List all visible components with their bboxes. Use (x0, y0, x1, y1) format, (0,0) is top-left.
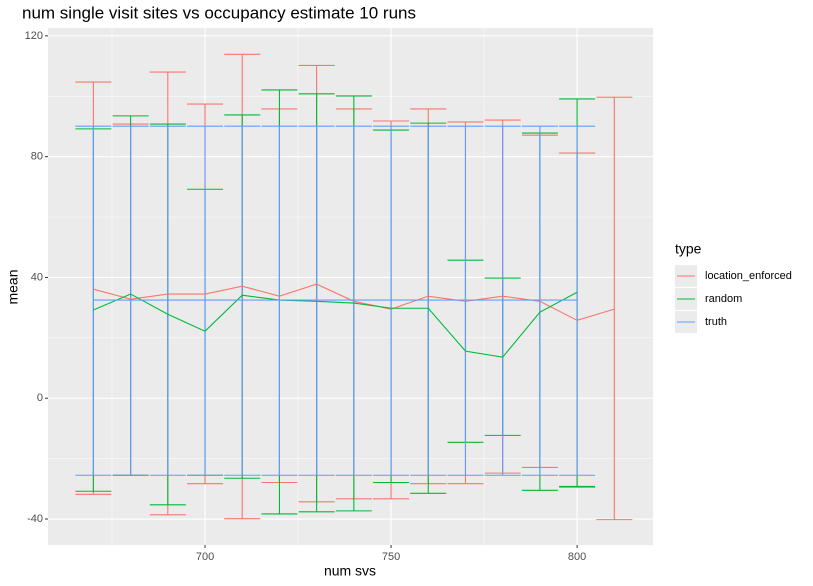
legend-label: location_enforced (705, 270, 792, 282)
x-tick-label: 700 (196, 551, 214, 563)
x-tick-label: 800 (568, 551, 586, 563)
legend-title: type (675, 241, 702, 257)
legend-label: random (705, 293, 742, 305)
y-tick-label: 40 (31, 271, 43, 283)
x-axis-title: num svs (324, 563, 376, 579)
y-axis-title: mean (5, 269, 21, 304)
marks (75, 53, 633, 521)
y-tick-label: 80 (31, 151, 43, 163)
x-tick-label: 750 (382, 551, 400, 563)
y-tick-label: -40 (27, 513, 43, 525)
y-tick-label: 0 (37, 392, 43, 404)
legend-label: truth (705, 316, 727, 328)
plot-background (48, 28, 653, 545)
y-tick-label: 120 (25, 30, 43, 42)
chart-title: num single visit sites vs occupancy esti… (22, 3, 416, 22)
series-line (93, 291, 578, 358)
